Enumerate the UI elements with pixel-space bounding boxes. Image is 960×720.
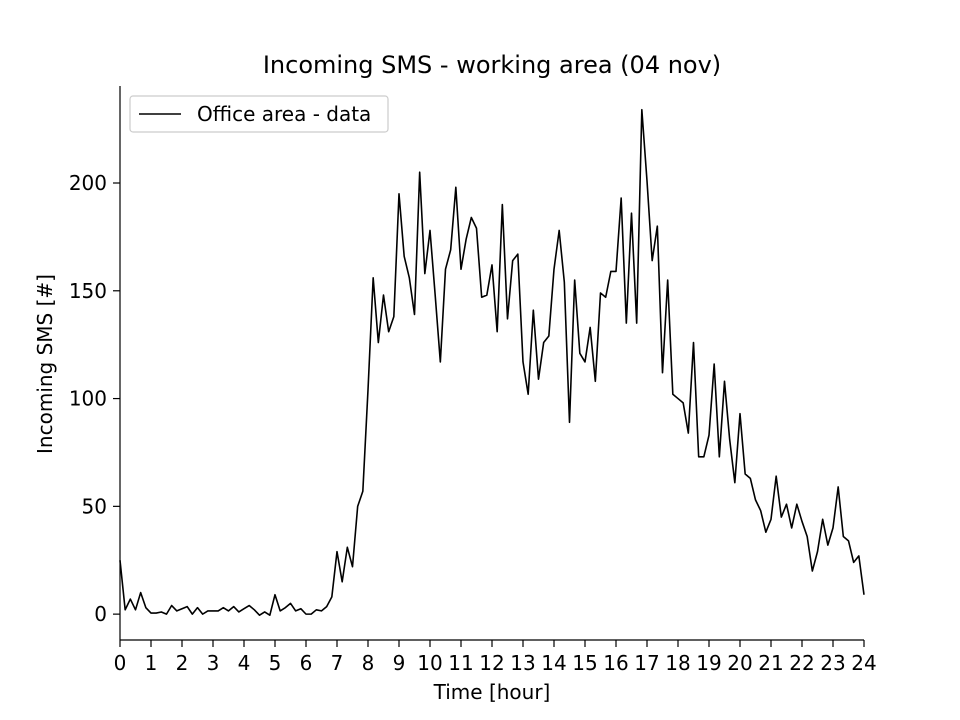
x-tick-label: 11 [448, 651, 473, 675]
x-tick-label: 0 [114, 651, 127, 675]
x-tick-label: 16 [603, 651, 628, 675]
x-tick-label: 6 [300, 651, 313, 675]
y-axis-ticks: 0 50 100 150 200 [69, 171, 120, 626]
y-tick-label: 50 [82, 494, 107, 518]
x-tick-label: 23 [820, 651, 845, 675]
x-tick-label: 15 [572, 651, 597, 675]
x-tick-label: 14 [541, 651, 566, 675]
x-axis-label: Time [hour] [433, 680, 551, 704]
chart-title: Incoming SMS - working area (04 nov) [263, 51, 721, 79]
x-tick-label: 21 [758, 651, 783, 675]
x-tick-label: 9 [393, 651, 406, 675]
y-axis-label: Incoming SMS [#] [33, 274, 57, 454]
legend-label: Office area - data [197, 102, 371, 126]
x-tick-label: 5 [269, 651, 282, 675]
x-tick-label: 20 [727, 651, 752, 675]
x-tick-label: 17 [634, 651, 659, 675]
x-tick-label: 1 [145, 651, 158, 675]
x-tick-label: 24 [851, 651, 876, 675]
y-tick-label: 200 [69, 171, 107, 195]
x-tick-label: 10 [417, 651, 442, 675]
x-tick-label: 4 [238, 651, 251, 675]
y-tick-label: 100 [69, 387, 107, 411]
x-tick-label: 13 [510, 651, 535, 675]
x-tick-label: 12 [479, 651, 504, 675]
x-tick-label: 7 [331, 651, 344, 675]
y-tick-label: 150 [69, 279, 107, 303]
x-tick-label: 18 [665, 651, 690, 675]
x-tick-label: 22 [789, 651, 814, 675]
y-tick-label: 0 [94, 602, 107, 626]
x-tick-label: 2 [176, 651, 189, 675]
x-axis-ticks: 0 1 2 3 4 5 6 7 8 9 10 11 12 13 14 15 16 17 18 19 20 21 22 23 24 [114, 640, 877, 675]
x-tick-label: 19 [696, 651, 721, 675]
x-tick-label: 8 [362, 651, 375, 675]
legend-box [129, 95, 389, 133]
x-tick-label: 3 [207, 651, 220, 675]
series-line-office-area [119, 108, 865, 617]
legend: Office area - data [129, 95, 389, 133]
